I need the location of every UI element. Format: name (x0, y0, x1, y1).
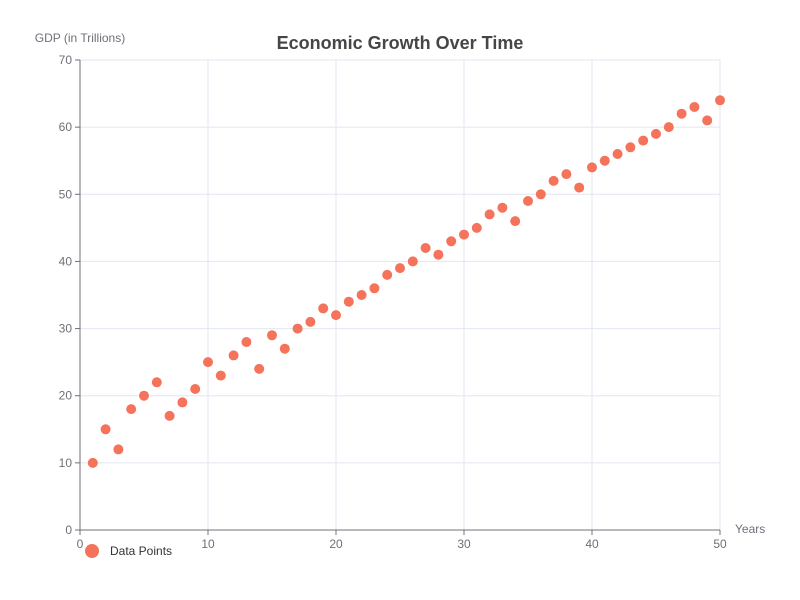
data-point[interactable] (215, 370, 226, 381)
legend-label: Data Points (110, 544, 172, 558)
data-point[interactable] (407, 256, 418, 267)
data-point[interactable] (100, 424, 111, 435)
x-tick-label: 30 (457, 537, 471, 551)
data-point[interactable] (446, 236, 457, 247)
y-tick-label: 50 (59, 187, 73, 201)
data-point[interactable] (420, 243, 431, 253)
data-point[interactable] (164, 410, 175, 421)
data-point[interactable] (241, 337, 252, 347)
legend[interactable]: Data Points (85, 544, 172, 558)
data-point[interactable] (510, 216, 521, 227)
x-tick-label: 20 (329, 537, 343, 551)
data-point[interactable] (305, 316, 316, 327)
data-points (87, 95, 725, 468)
data-point[interactable] (395, 263, 405, 274)
data-point[interactable] (587, 162, 597, 173)
y-tick-label: 60 (59, 120, 73, 134)
data-point[interactable] (369, 283, 380, 294)
data-point[interactable] (689, 102, 700, 112)
data-point[interactable] (599, 155, 610, 166)
y-tick-label: 20 (59, 389, 73, 403)
data-point[interactable] (177, 397, 188, 408)
data-point[interactable] (151, 377, 162, 388)
grid-lines (80, 59, 721, 530)
data-point[interactable] (651, 128, 661, 139)
x-tick-label: 40 (585, 537, 599, 551)
data-point[interactable] (471, 222, 482, 233)
data-point[interactable] (574, 182, 585, 193)
x-tick-label: 0 (77, 537, 84, 551)
data-point[interactable] (126, 404, 137, 415)
data-point[interactable] (139, 390, 149, 401)
x-axis-title: Years (735, 522, 765, 536)
data-point[interactable] (459, 229, 469, 240)
data-point[interactable] (190, 384, 201, 394)
data-point[interactable] (113, 444, 124, 455)
data-point[interactable] (497, 202, 508, 213)
data-point[interactable] (523, 196, 533, 206)
y-axis-title: GDP (in Trillions) (35, 31, 125, 45)
x-tick-label: 10 (201, 537, 215, 551)
data-point[interactable] (715, 95, 725, 106)
y-tick-label: 70 (59, 53, 73, 67)
data-point[interactable] (203, 357, 213, 368)
data-point[interactable] (318, 303, 329, 314)
x-tick-label: 50 (713, 537, 727, 551)
data-point[interactable] (382, 269, 393, 280)
data-point[interactable] (484, 209, 495, 220)
data-point[interactable] (663, 122, 674, 133)
axes (75, 59, 721, 535)
y-tick-label: 30 (59, 322, 73, 336)
data-point[interactable] (343, 296, 354, 307)
y-tick-label: 10 (59, 456, 73, 470)
y-tick-label: 40 (59, 254, 73, 268)
data-point[interactable] (356, 290, 367, 300)
data-point[interactable] (535, 189, 546, 200)
y-tick-label: 0 (65, 523, 72, 537)
data-point[interactable] (625, 142, 636, 153)
data-point[interactable] (228, 350, 239, 361)
data-point[interactable] (702, 115, 713, 126)
data-point[interactable] (548, 175, 559, 186)
data-point[interactable] (561, 169, 572, 180)
data-point[interactable] (87, 457, 98, 468)
data-point[interactable] (279, 343, 290, 354)
data-point[interactable] (331, 310, 341, 321)
data-point[interactable] (433, 249, 444, 260)
data-point[interactable] (612, 149, 623, 159)
data-point[interactable] (254, 363, 265, 374)
data-point[interactable] (267, 330, 277, 341)
data-point[interactable] (638, 135, 649, 146)
legend-swatch (85, 544, 99, 558)
data-point[interactable] (676, 108, 687, 119)
data-point[interactable] (292, 323, 303, 334)
chart-title: Economic Growth Over Time (277, 33, 524, 53)
tick-labels: 0 10 20 30 40 50 60 70 0 10 20 30 40 50 (59, 53, 727, 551)
